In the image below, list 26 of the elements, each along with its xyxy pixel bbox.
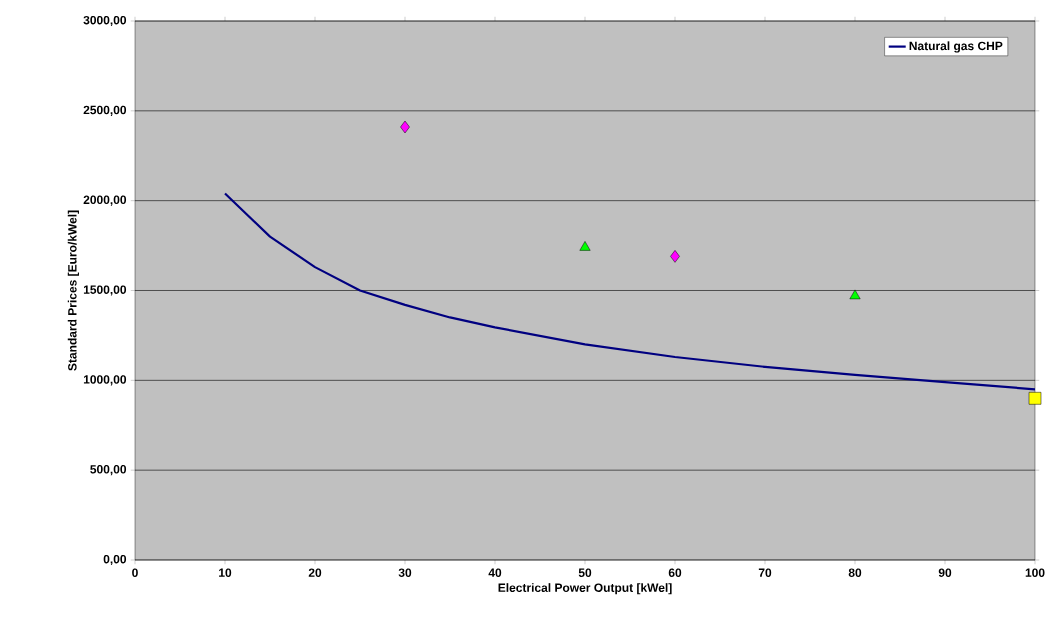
y-tick-label: 1500,00 [83,285,127,296]
x-axis-title: Electrical Power Output [kWel] [498,583,672,595]
x-tick-label: 20 [308,568,322,577]
x-tick-label: 40 [488,568,502,577]
x-tick-label: 90 [938,568,952,577]
y-tick-label: 0,00 [103,554,127,566]
x-tick-label: 100 [1025,568,1045,577]
y-tick-label: 500,00 [90,465,127,476]
y-tick-label: 2000,00 [83,195,127,206]
x-tick-label: 60 [668,568,682,577]
y-tick-label: 2500,00 [83,105,127,116]
point [579,241,591,251]
x-tick-label: 70 [758,568,772,577]
x-tick-label: 80 [848,568,862,577]
point [400,120,410,134]
y-tick-label: 3000,00 [83,15,127,27]
legend-label: Natural gas CHP [909,41,1003,53]
y-tick-label: 1000,00 [83,375,127,386]
x-tick-label: 30 [398,568,412,577]
point [670,250,680,263]
point [849,289,861,300]
point [1028,392,1042,405]
x-tick-label: 50 [578,568,592,577]
x-tick-label: 0 [132,568,138,577]
y-axis-title: Standard Prices [Euro/kWel] [67,210,79,371]
x-tick-label: 10 [219,568,232,577]
